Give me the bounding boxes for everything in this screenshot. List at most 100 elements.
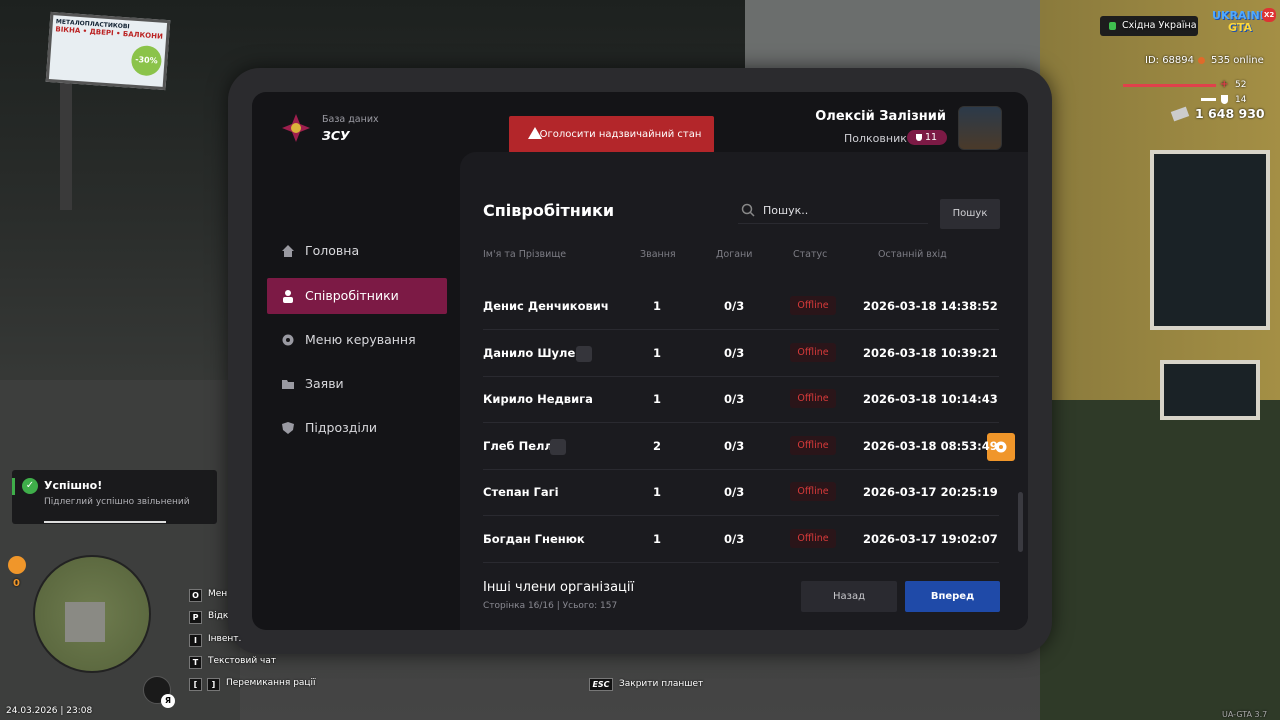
employee-warnings: 0/3 — [724, 438, 745, 453]
user-rank: Полковник — [844, 132, 907, 145]
key-action: Перемикання рації — [226, 678, 316, 689]
nav-label[interactable]: Меню керування — [305, 332, 416, 347]
minimap-icon — [8, 556, 26, 574]
badge-icon — [576, 345, 592, 362]
content — [460, 152, 1028, 630]
column-header: Ім'я та Прізвище — [483, 249, 567, 260]
badge-icon — [550, 438, 566, 455]
key: ] — [207, 678, 220, 692]
health-bar — [1123, 84, 1216, 87]
logo-badge: X2 — [1262, 8, 1277, 22]
window — [1160, 360, 1260, 420]
nav-item[interactable]: Підрозділи — [267, 410, 447, 446]
settings-button[interactable] — [987, 433, 1015, 461]
employee-last-login: 2026-03-18 08:53:49 — [863, 438, 998, 453]
esc-text: Закрити планшет — [619, 679, 704, 689]
avatar — [958, 106, 1002, 150]
search-placeholder[interactable]: Пошук.. — [763, 204, 809, 217]
window — [1150, 150, 1270, 330]
rank-badge-value: 11 — [924, 132, 938, 143]
minimap — [33, 555, 151, 673]
key: [ — [189, 678, 202, 692]
armor: 14 — [1235, 95, 1247, 105]
employee-warnings: 0/3 — [724, 485, 745, 500]
employee-status: Offline — [790, 342, 836, 362]
health: 52 — [1235, 80, 1247, 90]
footer-title: Інші члени організації — [483, 580, 635, 595]
employee-rank: 1 — [653, 485, 662, 500]
esc-key: ESC — [589, 678, 613, 691]
column-header: Звання — [640, 249, 676, 260]
notification-progress — [44, 521, 166, 523]
tablet-screen: База даних ЗСУ Оголосити надзвичайний ст… — [252, 92, 1028, 630]
employee-status: Offline — [790, 435, 836, 455]
key-action: Відк — [208, 611, 229, 622]
employee-name: Богдан Гненюк — [483, 532, 585, 546]
employee-rank: 1 — [653, 532, 662, 546]
next-button[interactable]: Вперед — [905, 581, 1000, 612]
notification-title: Успішно! — [44, 479, 103, 492]
building — [745, 0, 1045, 80]
nav-label[interactable]: Співробітники — [305, 288, 399, 303]
notification-text: Підлеглий успішно звільнений — [44, 497, 190, 507]
employee-warnings: 0/3 — [724, 392, 745, 407]
key: I — [189, 633, 202, 647]
nav-label[interactable]: Головна — [305, 243, 360, 258]
search-field[interactable]: Пошук.. — [738, 202, 928, 224]
version: UA-GTA 3.7 — [1222, 710, 1268, 719]
key: P — [189, 611, 202, 625]
employee-status: Offline — [790, 482, 836, 502]
employee-name: Глеб Пелл — [483, 438, 553, 453]
armor-icon — [1221, 95, 1228, 104]
grass — [1040, 400, 1280, 720]
column-header: Статус — [793, 249, 828, 260]
table-row: Денис Денчикович 1 0/3 Offline 2026-03-18 14… — [483, 283, 999, 330]
section-title: Співробітники — [483, 201, 615, 220]
key: T — [189, 655, 202, 669]
prev-button[interactable]: Назад — [801, 581, 897, 612]
footer-info: Сторінка 16/16 | Усього: 157 — [483, 601, 618, 611]
title: ЗСУ — [322, 128, 350, 143]
employee-last-login: 2026-03-17 20:25:19 — [863, 485, 998, 500]
table-row: Кирило Недвига 1 0/3 Offline 2026-03-18 10:1… — [483, 376, 999, 424]
employee-name: Кирило Недвига — [483, 392, 593, 407]
nav-label[interactable]: Підрозділи — [305, 420, 377, 435]
employee-last-login: 2026-03-18 10:14:43 — [863, 392, 998, 407]
alert-button[interactable]: Оголосити надзвичайний стан — [509, 116, 714, 153]
employee-rank: 1 — [653, 392, 662, 407]
nav-label[interactable]: Заяви — [305, 376, 344, 391]
table-row: Степан Гагі 1 0/3 Offline 2026-03-17 20:25:1… — [483, 469, 999, 517]
column-header: Останній вхід — [878, 249, 947, 260]
player-id: ID: 68894 — [1145, 55, 1195, 66]
employee-last-login: 2026-03-17 19:02:07 — [863, 532, 998, 546]
employee-rank: 1 — [653, 299, 662, 313]
scrollbar — [1018, 492, 1023, 552]
table-row: Глеб Пелл 2 0/3 Offline 2026-03-18 08:53:49 — [483, 423, 999, 470]
table-row: Данило Шулер 1 0/3 Offline 2026-03-18 10:39:… — [483, 330, 999, 377]
voice-badge: Я — [161, 694, 175, 708]
datetime: 24.03.2026 | 23:08 — [6, 706, 93, 716]
employee-status: Offline — [790, 389, 836, 409]
column-header: Догани — [716, 249, 753, 260]
employee-name: Данило Шулер — [483, 345, 584, 360]
notification: ✓ Успішно! Підлеглий успішно звільнений — [12, 470, 217, 524]
minimap-counter: 0 — [13, 578, 20, 589]
nav-item[interactable]: Меню керування — [267, 322, 447, 358]
employee-status: Offline — [790, 296, 836, 315]
money: 1 648 930 — [1195, 106, 1265, 121]
nav-item[interactable]: Головна — [267, 233, 447, 269]
armor-bar — [1201, 98, 1216, 101]
subtitle: База даних — [322, 114, 379, 125]
region-badge: Східна Україна — [1100, 16, 1198, 36]
nav-item[interactable]: Заяви — [267, 366, 447, 402]
search-button[interactable]: Пошук — [940, 199, 1000, 229]
employee-name: Степан Гагі — [483, 485, 559, 500]
online-dot — [1198, 57, 1205, 64]
health-icon: + — [1220, 79, 1229, 90]
alert-button-label[interactable]: Оголосити надзвичайний стан — [539, 129, 702, 140]
notification-accent — [12, 478, 15, 495]
employee-last-login: 2026-03-18 14:38:52 — [863, 299, 998, 313]
road — [0, 380, 240, 720]
nav-item[interactable]: Співробітники — [267, 278, 447, 314]
